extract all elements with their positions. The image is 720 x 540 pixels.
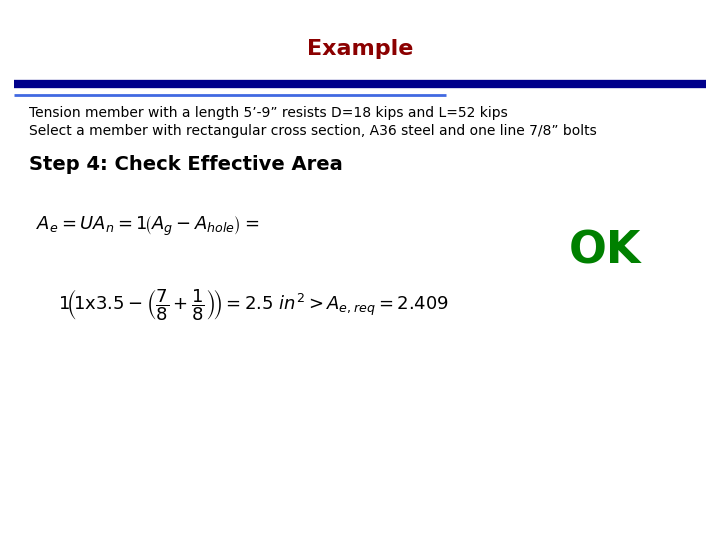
Text: OK: OK <box>569 230 641 273</box>
Text: Select a member with rectangular cross section, A36 steel and one line 7/8” bolt: Select a member with rectangular cross s… <box>29 124 597 138</box>
Text: Step 4: Check Effective Area: Step 4: Check Effective Area <box>29 155 343 174</box>
Text: $A_e = UA_n = 1\!\left(A_g - A_{hole}\right)=$: $A_e = UA_n = 1\!\left(A_g - A_{hole}\ri… <box>36 215 259 239</box>
Text: Example: Example <box>307 38 413 59</box>
Text: Tension member with a length 5’-9” resists D=18 kips and L=52 kips: Tension member with a length 5’-9” resis… <box>29 106 508 120</box>
Text: $1\!\left(\!1\mathrm{x}3.5 - \left(\dfrac{7}{8}+\dfrac{1}{8}\right)\!\right) = 2: $1\!\left(\!1\mathrm{x}3.5 - \left(\dfra… <box>58 287 449 323</box>
